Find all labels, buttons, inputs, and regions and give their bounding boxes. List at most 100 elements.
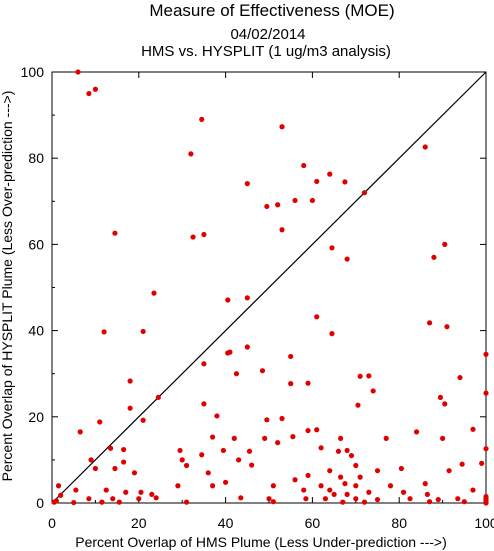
data-point [55, 483, 62, 489]
y-tick-label: 0 [36, 495, 44, 511]
data-point [361, 499, 368, 505]
data-point [205, 470, 211, 476]
data-point [188, 151, 194, 157]
x-tick-label: 80 [391, 515, 407, 531]
data-point [387, 483, 394, 489]
data-point [175, 483, 181, 489]
y-axis-label: Percent Overlap of HYSPLIT Plume (Less O… [0, 91, 15, 482]
data-point [303, 496, 309, 502]
data-point [342, 481, 348, 487]
data-point [470, 487, 476, 493]
data-point [209, 434, 216, 440]
data-point [431, 254, 437, 260]
data-point [353, 462, 359, 469]
data-point [288, 353, 294, 360]
data-point [233, 371, 240, 377]
data-point [249, 462, 255, 468]
x-tick-label: 0 [48, 515, 56, 531]
data-point [318, 445, 324, 451]
data-point [444, 324, 450, 330]
data-point [259, 368, 266, 374]
data-point [361, 190, 368, 196]
data-point [327, 487, 333, 493]
data-point [92, 465, 98, 472]
x-tick-label: 60 [305, 515, 321, 531]
data-point [426, 320, 433, 326]
data-point [353, 496, 359, 502]
data-point [238, 495, 244, 501]
data-point [483, 446, 489, 452]
data-point [86, 90, 92, 97]
data-point [127, 405, 133, 411]
data-point [329, 245, 335, 251]
data-point [344, 491, 350, 497]
data-point [422, 481, 428, 487]
chart-title: Measure of Effectiveness (MOE) [149, 1, 394, 20]
data-point [331, 491, 337, 497]
data-point [225, 297, 231, 303]
data-point [140, 328, 146, 335]
x-tick-label: 20 [131, 515, 147, 531]
data-point [335, 448, 342, 454]
data-point [270, 483, 276, 489]
data-point [314, 314, 320, 320]
data-point [292, 477, 298, 483]
data-point [121, 459, 127, 465]
data-point [112, 465, 118, 472]
y-tick-label: 40 [28, 323, 44, 339]
data-point [127, 378, 133, 384]
data-point [71, 499, 77, 506]
data-point [179, 457, 185, 463]
data-point [348, 452, 355, 459]
data-point [327, 171, 333, 177]
data-point [398, 465, 404, 472]
data-point [103, 487, 109, 493]
data-point [110, 496, 116, 502]
data-point [73, 487, 79, 493]
data-point [262, 435, 268, 441]
data-point [223, 479, 229, 485]
data-point [77, 429, 83, 435]
data-point [314, 178, 320, 185]
data-point [305, 472, 311, 479]
data-point [422, 144, 428, 150]
data-point [116, 499, 122, 505]
data-point [305, 427, 311, 434]
data-point [461, 499, 467, 505]
data-point [177, 447, 183, 454]
data-point [140, 417, 146, 423]
data-point [479, 460, 485, 466]
data-point [338, 435, 344, 441]
data-point [400, 489, 407, 495]
data-point [435, 496, 441, 503]
data-point [344, 447, 350, 454]
data-point [483, 496, 489, 502]
data-point [357, 474, 363, 480]
data-point [338, 474, 344, 480]
data-point [442, 401, 448, 407]
data-point [370, 388, 376, 394]
data-point [353, 483, 359, 489]
data-point [279, 124, 285, 130]
data-point [131, 470, 138, 476]
data-point [231, 435, 237, 441]
data-point [201, 231, 207, 238]
data-point [483, 390, 489, 396]
data-point [270, 499, 276, 505]
data-point [290, 434, 296, 440]
data-point [440, 435, 446, 441]
data-point [305, 380, 311, 386]
data-point [75, 69, 81, 75]
data-point [88, 457, 94, 463]
one-to-one-line [51, 71, 487, 504]
data-point [329, 331, 335, 337]
x-tick-label: 40 [218, 515, 234, 531]
data-point [199, 452, 205, 458]
data-point [366, 373, 372, 379]
data-point [199, 116, 205, 123]
data-point [374, 468, 381, 474]
data-point [266, 496, 272, 502]
data-point [355, 402, 361, 408]
data-point [407, 496, 413, 502]
